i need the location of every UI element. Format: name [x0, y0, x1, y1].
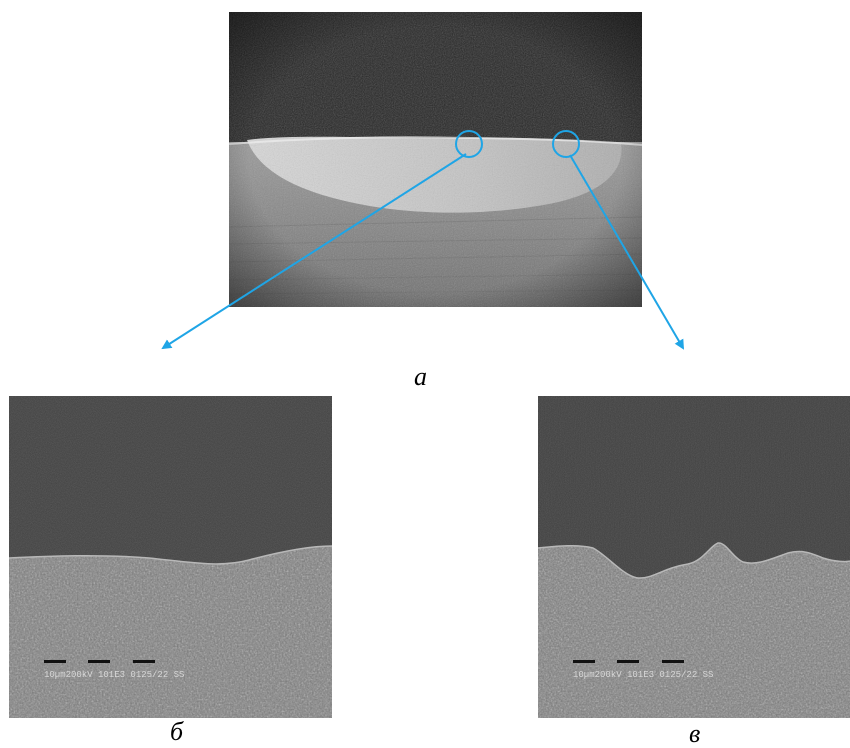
caption-b: б: [170, 717, 184, 746]
highlight-circle-left: [455, 130, 483, 158]
scale-bar-label-c: 10µm200kV 101E3 0125/22 SS: [573, 670, 713, 680]
caption-c: в: [689, 719, 701, 748]
arrow-left: [161, 153, 467, 350]
micrograph-c: 10µm200kV 101E3 0125/22 SS: [538, 396, 850, 718]
scale-bar-label-b: 10µm200kV 101E3 0125/22 SS: [44, 670, 184, 680]
highlight-circle-right: [552, 130, 580, 158]
micrograph-b: 10µm200kV 101E3 0125/22 SS: [9, 396, 332, 718]
arrow-right: [569, 154, 685, 350]
caption-a: а: [414, 362, 427, 391]
